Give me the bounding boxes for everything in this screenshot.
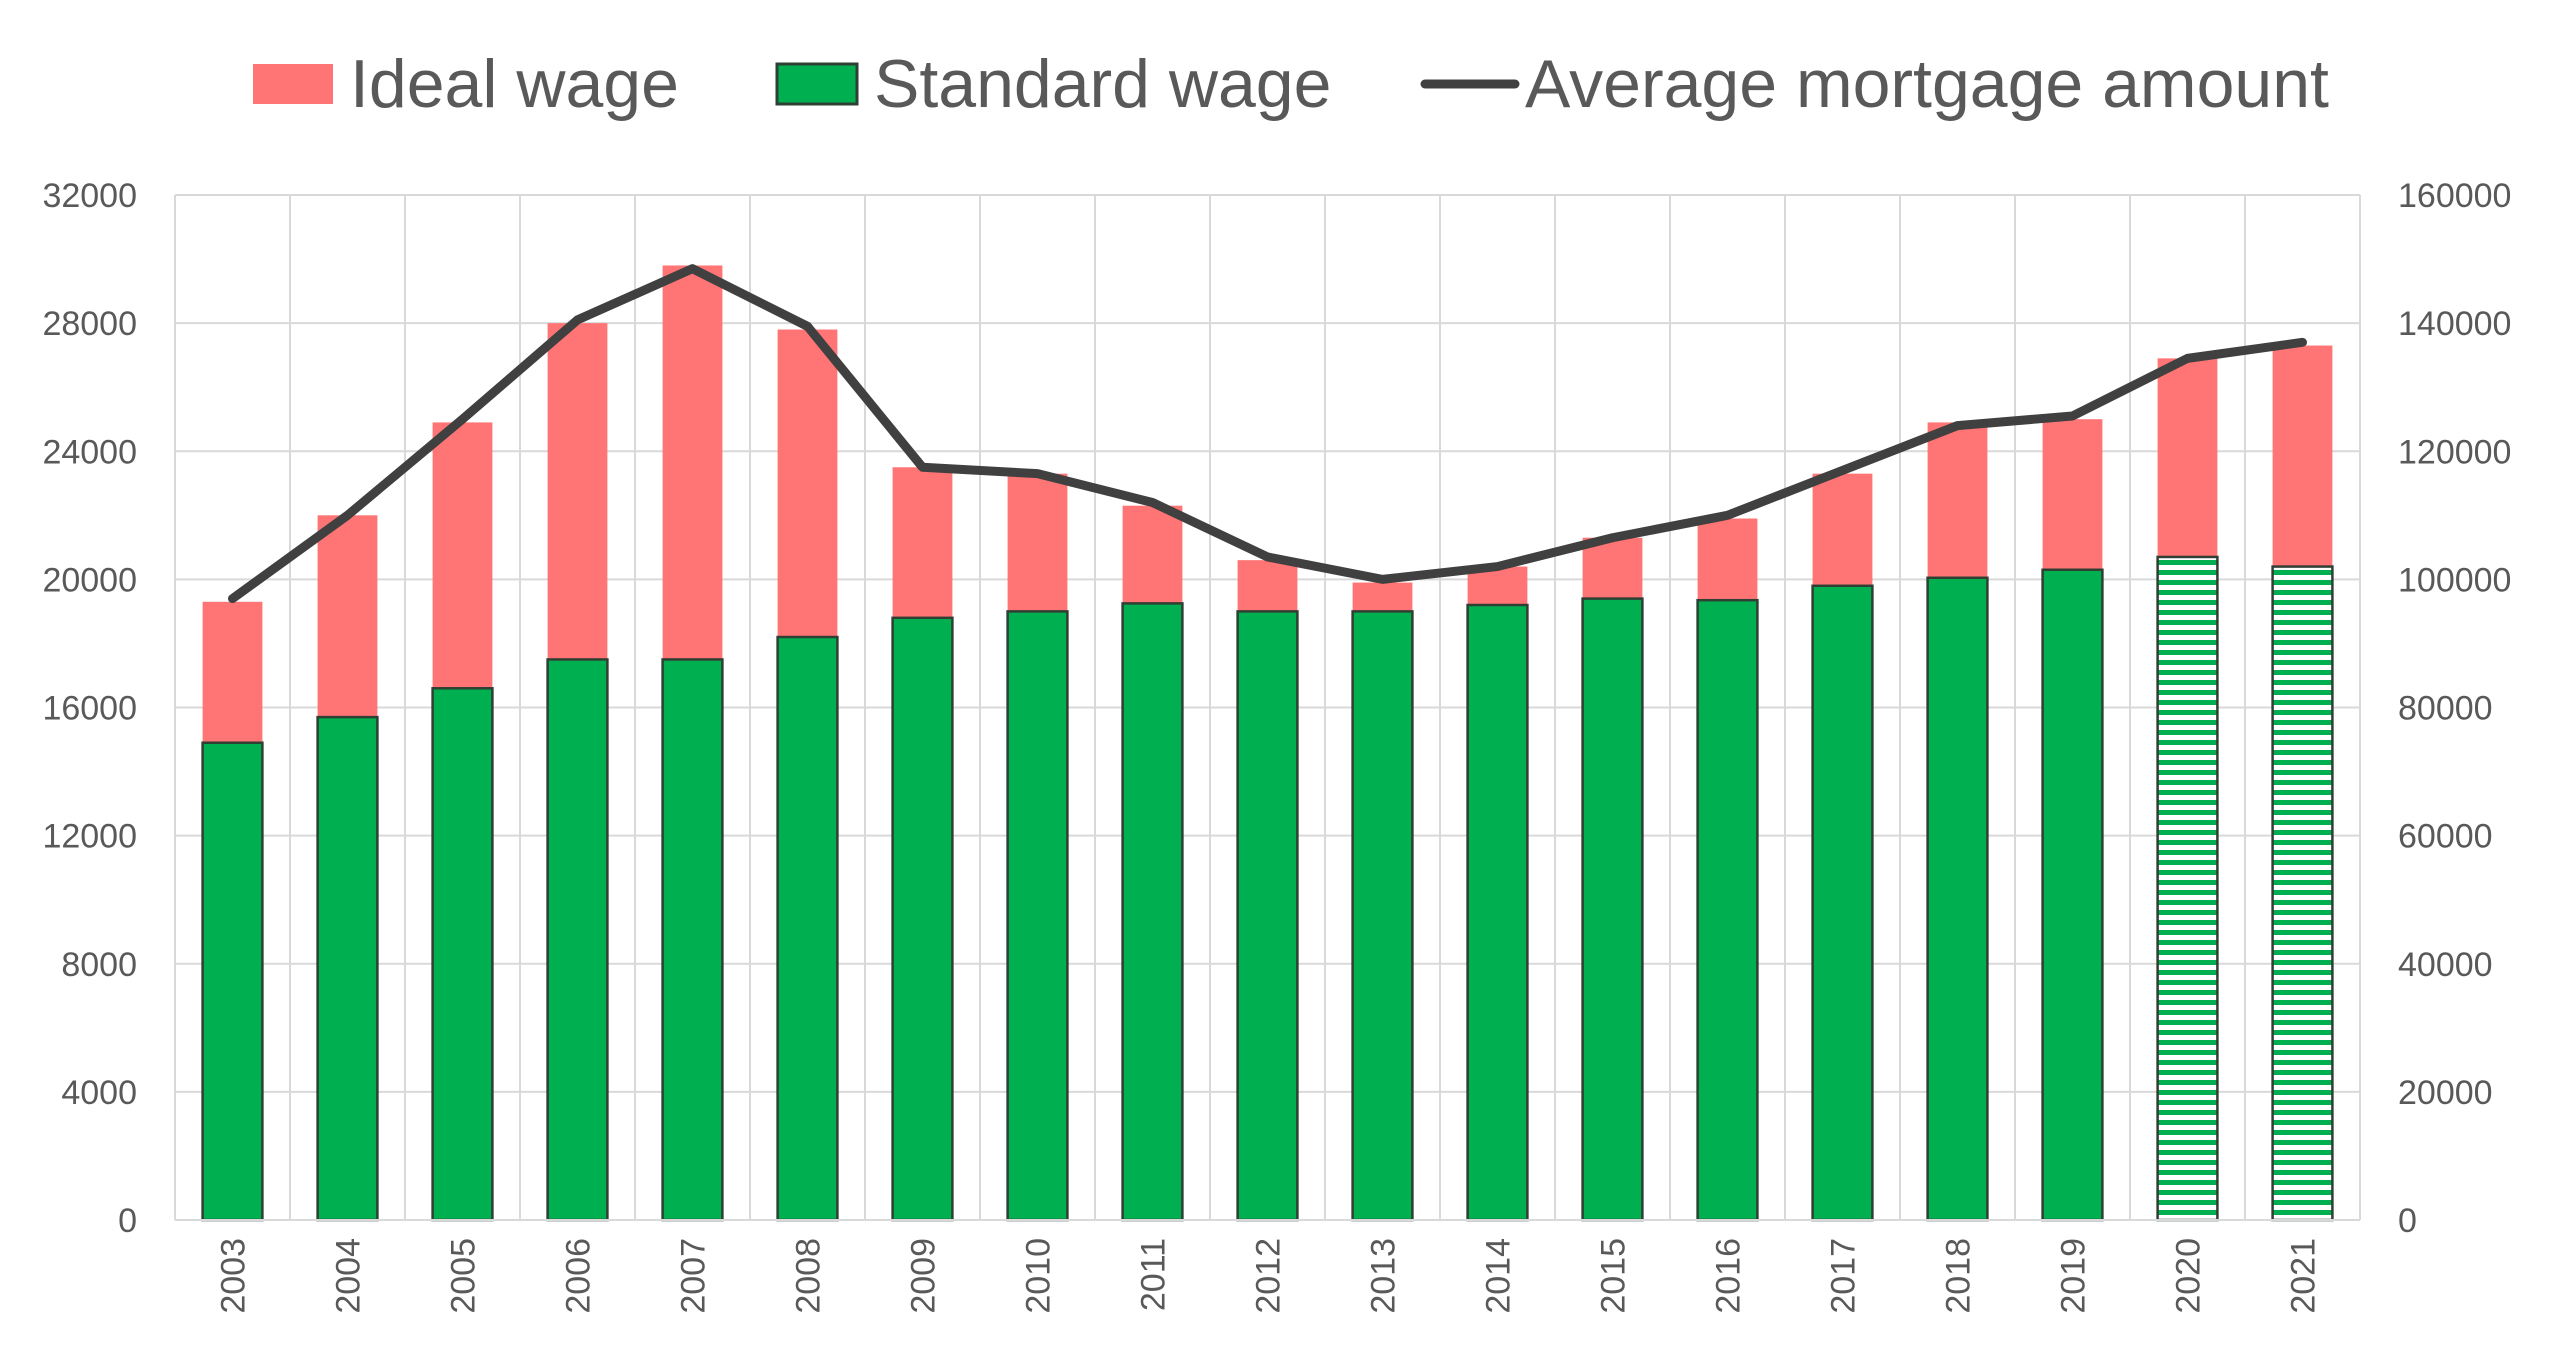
x-tick-label: 2016 — [1710, 1238, 1748, 1314]
legend-item-standard: Standard wage — [777, 46, 1331, 122]
left-tick-label: 16000 — [42, 690, 137, 728]
bar-standard-2007 — [663, 659, 723, 1220]
bar-standard-2008 — [778, 637, 838, 1220]
x-tick-label: 2014 — [1480, 1238, 1518, 1314]
bar-ideal-2010 — [1008, 474, 1068, 612]
legend-swatch-standard — [777, 64, 857, 104]
legend-label-mortgage: Average mortgage amount — [1525, 46, 2329, 122]
x-tick-label: 2021 — [2285, 1238, 2323, 1314]
x-tick-label: 2010 — [1020, 1238, 1058, 1314]
x-tick-label: 2003 — [215, 1238, 253, 1314]
x-tick-label: 2004 — [330, 1238, 368, 1314]
right-tick-label: 40000 — [2398, 946, 2493, 984]
bar-standard-2013 — [1353, 611, 1413, 1220]
mortgage-line-path — [233, 269, 2303, 599]
mortgage-line — [232, 269, 2302, 599]
bar-standard-2020 — [2158, 557, 2218, 1220]
x-tick-label: 2006 — [560, 1238, 598, 1314]
x-tick-label: 2019 — [2055, 1238, 2093, 1314]
bar-standard-2016 — [1698, 600, 1758, 1220]
bar-standard-2003 — [203, 743, 263, 1220]
bar-ideal-2013 — [1353, 583, 1413, 612]
bar-standard-2019 — [2043, 570, 2103, 1220]
right-tick-label: 80000 — [2398, 690, 2493, 728]
bar-standard-2005 — [433, 688, 493, 1220]
bar-ideal-2006 — [548, 323, 608, 659]
legend-item-mortgage: Average mortgage amount — [1425, 46, 2329, 122]
x-tick-label: 2011 — [1135, 1238, 1173, 1311]
x-tick-label: 2005 — [445, 1238, 483, 1314]
x-tick-label: 2017 — [1825, 1238, 1863, 1314]
legend-label-standard: Standard wage — [874, 46, 1331, 122]
x-tick-label: 2008 — [790, 1238, 828, 1314]
bar-ideal-2005 — [433, 422, 493, 688]
bar-standard-2010 — [1008, 611, 1068, 1220]
left-tick-label: 32000 — [42, 177, 137, 215]
left-axis: 0 4000 8000 12000 16000 20000 24000 28000 32000 — [42, 177, 137, 1240]
bar-ideal-2020 — [2158, 358, 2218, 557]
bar-ideal-2011 — [1123, 506, 1183, 604]
bar-ideal-2017 — [1813, 474, 1873, 586]
right-axis: 0 20000 40000 60000 80000 100000 120000 140000 1… — [2398, 177, 2511, 1240]
bar-standard-2014 — [1468, 605, 1528, 1220]
bar-ideal-2016 — [1698, 519, 1758, 601]
x-tick-label: 2009 — [905, 1238, 943, 1314]
legend-label-ideal: Ideal wage — [350, 46, 679, 122]
legend: Ideal wage Standard wage Average mortgag… — [253, 46, 2329, 122]
bar-standard-2011 — [1123, 603, 1183, 1220]
bar-standard-2021 — [2273, 567, 2333, 1220]
x-tick-label: 2013 — [1365, 1238, 1403, 1314]
right-tick-label: 0 — [2398, 1202, 2417, 1240]
bar-ideal-2012 — [1238, 560, 1298, 611]
left-tick-label: 4000 — [61, 1074, 137, 1112]
bar-standard-2017 — [1813, 586, 1873, 1220]
left-tick-label: 24000 — [42, 433, 137, 471]
right-tick-label: 60000 — [2398, 818, 2493, 856]
x-tick-label: 2020 — [2170, 1238, 2208, 1314]
right-tick-label: 100000 — [2398, 561, 2511, 599]
legend-item-ideal: Ideal wage — [253, 46, 679, 122]
x-tick-label: 2015 — [1595, 1238, 1633, 1314]
x-axis: 2003 2004 2005 2006 2007 2008 2009 2010 2011 2012… — [175, 1220, 2360, 1314]
bar-ideal-2009 — [893, 467, 953, 618]
bar-ideal-2007 — [663, 265, 723, 659]
left-tick-label: 8000 — [61, 946, 137, 984]
bar-ideal-2003 — [203, 602, 263, 743]
bar-standard-2006 — [548, 659, 608, 1220]
bar-standard-2009 — [893, 618, 953, 1220]
bar-standard-2012 — [1238, 611, 1298, 1220]
x-tick-label: 2007 — [675, 1238, 713, 1314]
left-tick-label: 0 — [118, 1202, 137, 1240]
bar-standard-2004 — [318, 717, 378, 1220]
legend-swatch-ideal — [253, 64, 333, 104]
bar-ideal-2021 — [2273, 346, 2333, 567]
left-tick-label: 20000 — [42, 561, 137, 599]
x-tick-label: 2012 — [1250, 1238, 1288, 1314]
bar-ideal-2019 — [2043, 419, 2103, 570]
bar-ideal-2004 — [318, 515, 378, 717]
right-tick-label: 140000 — [2398, 305, 2511, 343]
left-tick-label: 28000 — [42, 305, 137, 343]
right-tick-label: 160000 — [2398, 177, 2511, 215]
right-tick-label: 20000 — [2398, 1074, 2493, 1112]
bars — [203, 265, 2333, 1220]
bar-standard-2015 — [1583, 599, 1643, 1220]
left-tick-label: 12000 — [42, 818, 137, 856]
x-tick-label: 2018 — [1940, 1238, 1978, 1314]
right-tick-label: 120000 — [2398, 433, 2511, 471]
bar-ideal-2018 — [1928, 422, 1988, 577]
bar-standard-2018 — [1928, 578, 1988, 1220]
bar-ideal-2008 — [778, 330, 838, 638]
